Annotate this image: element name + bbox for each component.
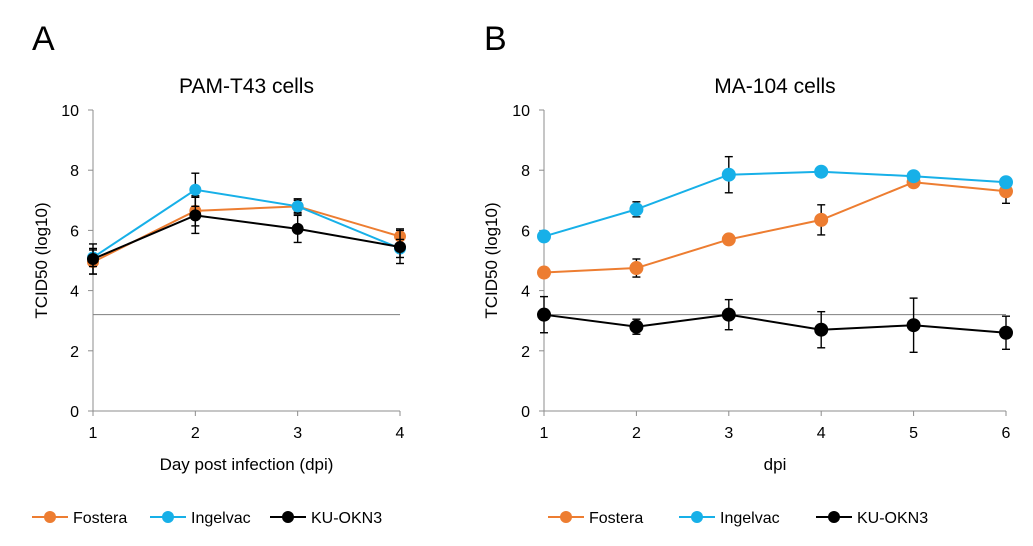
x-tick-label: 2 <box>191 425 200 442</box>
data-point <box>291 200 304 213</box>
y-axis-label: TCID50 (log10) <box>482 202 501 318</box>
data-point <box>537 229 551 244</box>
chart-title: PAM-T43 cells <box>179 75 314 98</box>
x-tick-label: 1 <box>540 425 549 442</box>
data-point <box>189 209 202 222</box>
x-tick-label: 3 <box>293 425 302 442</box>
series-ingelvac <box>87 172 406 268</box>
legend-marker <box>162 511 174 523</box>
panel-letter: B <box>484 20 507 58</box>
y-tick-label: 4 <box>521 284 530 301</box>
x-tick-label: 2 <box>632 425 641 442</box>
data-point <box>906 169 921 184</box>
series-line <box>92 205 401 263</box>
y-tick-label: 8 <box>521 163 530 180</box>
legend-label: Ingelvac <box>720 510 780 527</box>
legend-item-fostera: Fostera <box>548 510 643 527</box>
series-fostera <box>87 195 406 275</box>
series-fostera <box>537 175 1013 280</box>
legend-marker <box>691 511 703 523</box>
y-tick-label: 6 <box>521 223 530 240</box>
legend-label: KU-OKN3 <box>857 510 928 527</box>
y-tick-label: 10 <box>512 103 530 120</box>
legend-item-ingelvac: Ingelvac <box>150 510 251 527</box>
data-point <box>629 202 644 217</box>
legend-item-ku-okn3: KU-OKN3 <box>816 510 928 527</box>
y-tick-label: 0 <box>521 404 530 421</box>
y-axis-label: TCID50 (log10) <box>32 202 51 318</box>
data-point <box>814 164 829 179</box>
x-tick-label: 4 <box>396 425 405 442</box>
data-point <box>394 240 406 253</box>
series-ku-okn3 <box>537 295 1013 354</box>
data-point <box>814 322 829 337</box>
x-axis-label: Day post infection (dpi) <box>160 455 334 474</box>
x-tick-label: 5 <box>909 425 918 442</box>
legend-label: Fostera <box>73 510 127 527</box>
data-point <box>87 252 99 265</box>
y-tick-label: 2 <box>70 344 79 361</box>
data-point <box>537 307 551 322</box>
panel-letter: A <box>32 20 55 58</box>
series-line <box>543 170 1007 238</box>
data-point <box>721 307 736 322</box>
legend-item-ingelvac: Ingelvac <box>679 510 780 527</box>
data-point <box>629 319 644 334</box>
series-line <box>543 313 1007 334</box>
data-point <box>999 175 1013 190</box>
data-point <box>291 222 304 235</box>
legend-label: KU-OKN3 <box>311 510 382 527</box>
data-point <box>189 183 202 196</box>
data-point <box>629 261 644 276</box>
x-tick-label: 6 <box>1002 425 1011 442</box>
series-line <box>92 214 401 260</box>
legend-label: Ingelvac <box>191 510 251 527</box>
y-tick-label: 2 <box>521 344 530 361</box>
data-point <box>906 318 921 333</box>
chart-title: MA-104 cells <box>714 75 835 98</box>
y-tick-label: 0 <box>70 404 79 421</box>
series-line <box>543 181 1007 274</box>
series-ku-okn3 <box>87 196 406 275</box>
data-point <box>721 232 736 247</box>
data-point <box>721 167 736 182</box>
y-tick-label: 8 <box>70 163 79 180</box>
data-point <box>814 212 829 227</box>
x-axis-label: dpi <box>764 455 787 474</box>
y-tick-label: 10 <box>61 103 79 120</box>
data-point <box>999 325 1013 340</box>
x-tick-label: 1 <box>89 425 98 442</box>
series-ingelvac <box>537 155 1013 244</box>
legend-marker <box>44 511 56 523</box>
y-tick-label: 6 <box>70 223 79 240</box>
y-tick-label: 4 <box>70 284 79 301</box>
legend-label: Fostera <box>589 510 643 527</box>
legend-item-fostera: Fostera <box>32 510 127 527</box>
x-tick-label: 4 <box>817 425 826 442</box>
x-tick-label: 3 <box>724 425 733 442</box>
data-point <box>537 265 551 280</box>
legend-marker <box>282 511 294 523</box>
legend-marker <box>560 511 572 523</box>
legend-item-ku-okn3: KU-OKN3 <box>270 510 382 527</box>
legend-marker <box>828 511 840 523</box>
series-line <box>92 188 401 259</box>
